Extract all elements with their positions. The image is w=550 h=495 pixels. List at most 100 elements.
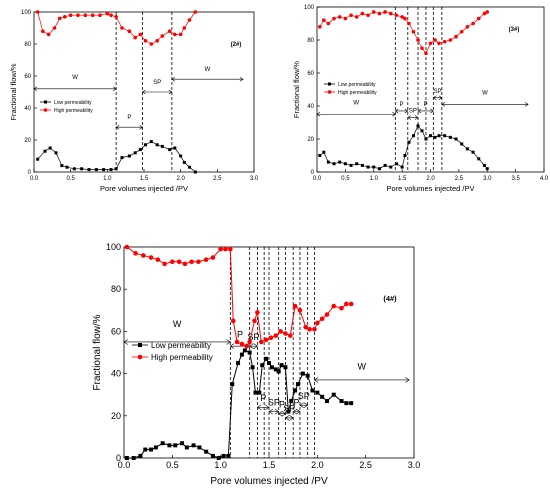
data-point <box>263 337 269 343</box>
data-point <box>258 339 264 345</box>
data-point <box>264 356 269 361</box>
data-point <box>255 310 260 315</box>
data-point <box>182 160 186 164</box>
data-point <box>178 32 183 37</box>
data-point <box>98 13 102 17</box>
data-point <box>105 11 110 16</box>
arrow-head <box>392 112 396 117</box>
data-point <box>94 168 98 172</box>
data-point <box>411 29 416 34</box>
data-point <box>416 38 420 42</box>
stage-label: W <box>173 319 182 329</box>
data-point <box>143 143 147 147</box>
data-point <box>305 373 310 378</box>
data-point <box>315 390 320 395</box>
data-point <box>454 137 458 141</box>
arrow-head <box>524 102 529 107</box>
data-point <box>343 162 347 166</box>
data-point <box>133 35 137 40</box>
data-point <box>160 34 165 38</box>
arrow-head <box>239 76 244 82</box>
data-point <box>52 26 57 30</box>
arrow-head <box>296 408 301 415</box>
data-point <box>320 394 325 399</box>
data-point <box>226 453 231 458</box>
data-point <box>389 165 393 169</box>
data-point <box>239 352 244 357</box>
data-point <box>343 16 348 21</box>
data-point <box>477 157 481 161</box>
data-point <box>114 14 118 19</box>
x-tick-label: 3.0 <box>250 176 259 182</box>
stage-label: P <box>279 399 285 409</box>
data-point <box>63 14 67 19</box>
data-point <box>325 399 329 404</box>
y-axis-label: Fractional flow/% <box>292 61 301 118</box>
data-point <box>322 150 326 154</box>
x-axis-label: Pore volumes injected /PV <box>210 476 328 487</box>
data-point <box>286 409 291 414</box>
data-point <box>403 154 407 157</box>
chart-c2: 0.0 0.5 1.0 1.5 2.0 2.5 3.0 0 20 40 60 80 100 Pore vo… <box>9 10 259 193</box>
data-point <box>124 244 130 250</box>
data-point <box>36 157 40 161</box>
data-point <box>133 251 138 256</box>
stage-label: SP <box>153 80 161 86</box>
series-line <box>126 349 352 459</box>
x-tick-label: 2.0 <box>311 460 324 470</box>
data-point <box>189 259 194 265</box>
data-point <box>372 165 376 169</box>
x-tick-label: 3.5 <box>511 176 520 182</box>
stage-label: SP <box>409 109 417 115</box>
arrow-head <box>281 410 286 417</box>
data-point <box>312 326 317 332</box>
data-point <box>247 350 252 355</box>
data-point <box>460 142 464 146</box>
stage-label: P <box>294 397 300 407</box>
legend-label: High permeability <box>54 108 93 114</box>
data-point <box>182 26 187 30</box>
stage-label: SP <box>268 397 280 407</box>
data-point <box>83 13 88 17</box>
data-point <box>443 134 447 138</box>
data-point <box>366 13 370 18</box>
data-point <box>120 26 124 30</box>
arrow-head <box>414 115 419 120</box>
arrow-head <box>112 86 117 92</box>
data-point <box>203 257 209 262</box>
data-point <box>149 42 154 46</box>
arrow-head <box>404 108 409 114</box>
data-point <box>303 324 309 330</box>
data-point <box>454 34 458 39</box>
legend-label: High permeability <box>151 353 213 362</box>
stage-label: SP <box>248 332 260 342</box>
y-tick-label: 60 <box>307 71 314 77</box>
data-point <box>355 162 359 166</box>
y-tick-label: 80 <box>307 38 314 44</box>
chart-c4: 0.0 0.5 1.0 1.5 2.0 2.5 3.0 0 20 40 60 80 100 Pore vo… <box>92 242 420 487</box>
arrow-head <box>430 108 434 114</box>
data-point <box>228 246 233 252</box>
data-point <box>102 168 106 172</box>
arrow-head <box>33 86 38 92</box>
stage-label: W <box>482 90 488 96</box>
data-point <box>244 343 250 349</box>
y-tick-label: 40 <box>111 369 121 379</box>
data-point <box>148 255 154 260</box>
data-point <box>46 32 51 37</box>
arrow-head <box>265 404 270 411</box>
data-point <box>230 382 235 387</box>
data-point <box>180 441 184 446</box>
legend-label: High permeability <box>338 90 377 96</box>
arrow-head <box>168 89 173 95</box>
arrow-head <box>141 89 146 95</box>
x-tick-label: 1.0 <box>214 460 227 470</box>
data-point <box>127 29 132 33</box>
data-point <box>210 453 215 458</box>
data-point <box>252 318 257 324</box>
arrow-head <box>432 95 437 100</box>
data-point <box>371 10 376 14</box>
y-axis-label: Fractional flow/% <box>9 63 18 120</box>
data-point <box>41 29 45 33</box>
arrow-head <box>292 408 298 415</box>
